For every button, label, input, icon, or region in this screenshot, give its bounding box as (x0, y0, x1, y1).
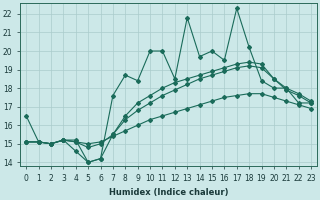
X-axis label: Humidex (Indice chaleur): Humidex (Indice chaleur) (109, 188, 228, 197)
